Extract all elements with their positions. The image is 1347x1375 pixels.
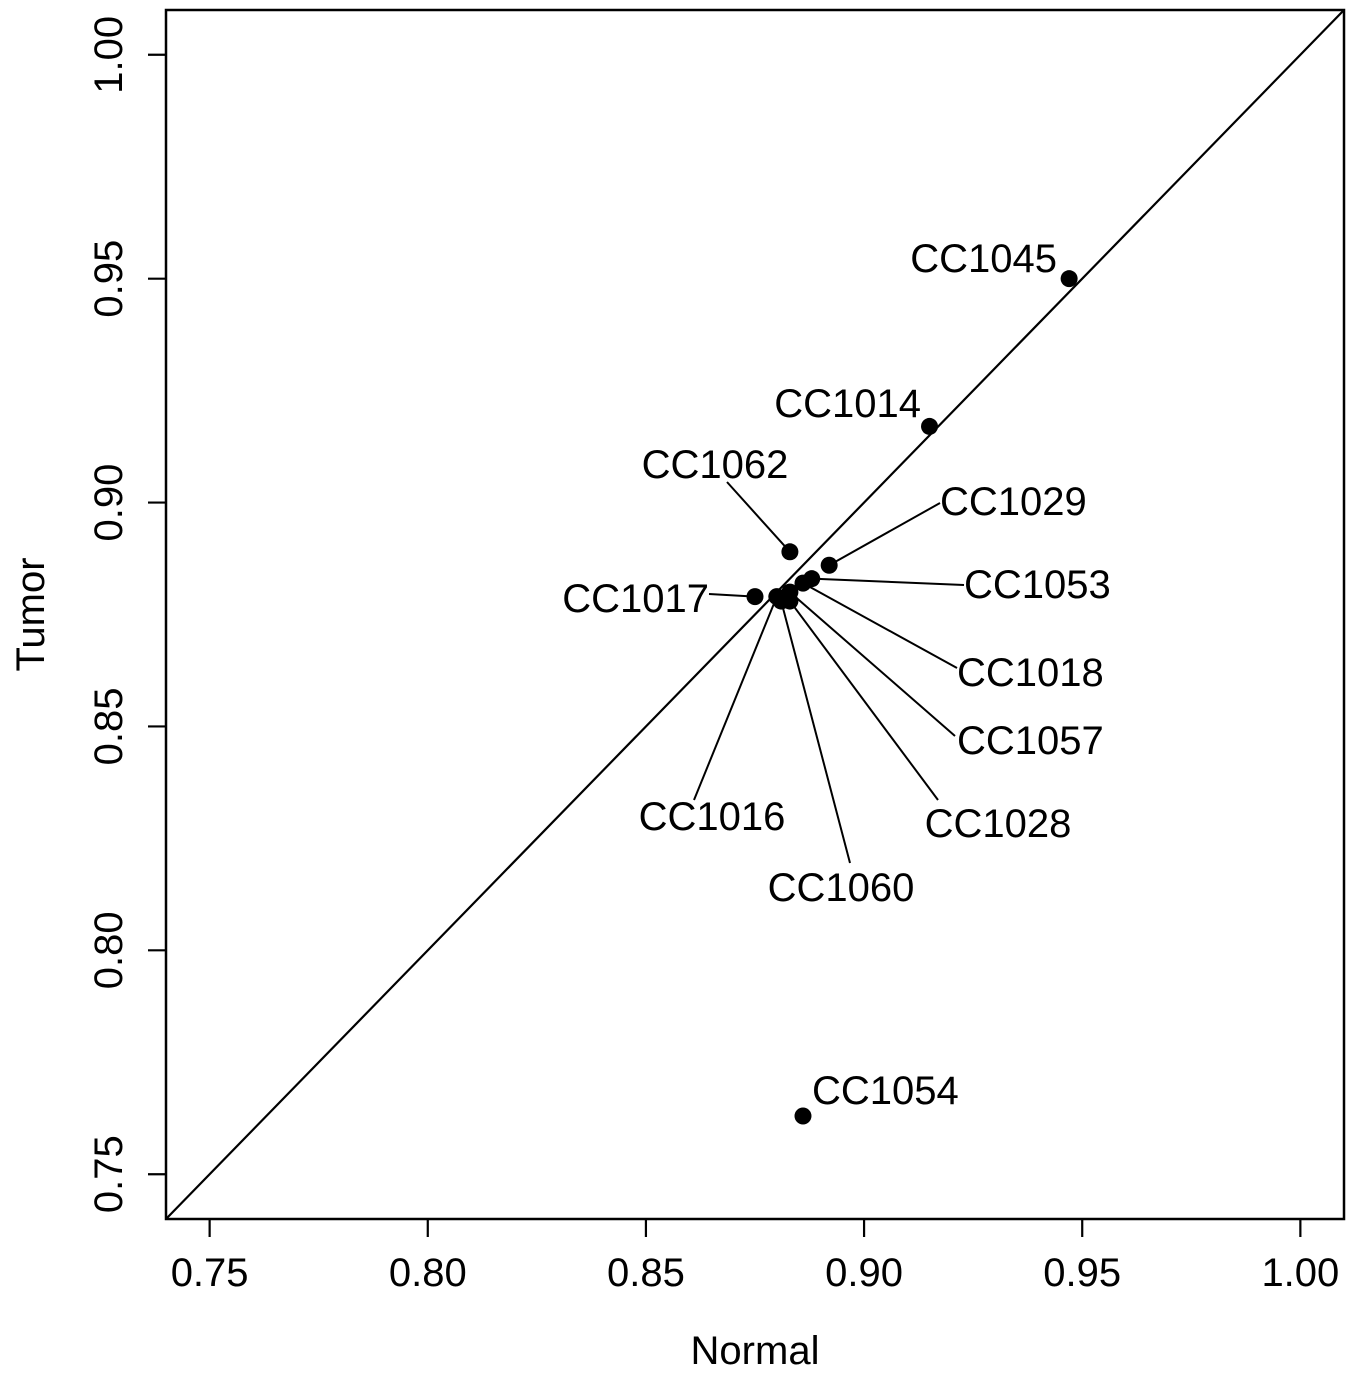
data-point [746,588,764,606]
data-points [746,270,1078,1125]
x-axis-title: Normal [691,1329,820,1370]
point-label: CC1060 [768,866,915,910]
point-label: CC1014 [774,382,921,426]
data-point [794,1107,812,1125]
y-tick-label: 0.80 [87,911,131,989]
y-axis-title: Tumor [9,557,53,671]
x-tick-label: 0.80 [389,1251,467,1295]
plot-area [164,8,1346,1221]
y-tick-label: 0.90 [87,464,131,542]
point-label: CC1057 [957,719,1104,763]
data-point [772,592,790,610]
y-axis: 0.75 0.80 0.85 0.90 0.95 1.00 [87,16,166,1213]
leader-line [789,591,956,737]
identity-line [165,9,1345,1220]
point-label: CC1028 [925,802,1072,846]
x-tick-label: 0.85 [607,1251,685,1295]
y-tick-label: 0.75 [87,1135,131,1213]
data-point [794,574,812,592]
x-tick-label: 0.95 [1043,1251,1121,1295]
point-labels: CC1045 CC1014 CC1062 CC1029 CC1053 CC1018 CC10… [562,237,1111,1113]
point-label: CC1062 [642,443,789,487]
point-label: CC1029 [940,480,1087,524]
x-tick-label: 1.00 [1261,1251,1339,1295]
point-label: CC1018 [957,651,1104,695]
leader-line [693,596,778,801]
data-point [820,556,838,574]
leader-line [789,600,939,801]
leader-line [811,577,965,586]
y-tick-label: 0.85 [87,688,131,766]
data-point [781,543,799,561]
y-tick-label: 1.00 [87,16,131,94]
leader-line [828,502,941,567]
leader-line [726,481,791,553]
leader-line [780,600,851,864]
data-point [1060,270,1078,288]
data-point [921,417,939,435]
x-axis: 0.75 0.80 0.85 0.90 0.95 1.00 [171,1219,1339,1295]
point-label: CC1045 [910,237,1057,281]
point-label: CC1054 [812,1069,959,1113]
leader-line [802,582,958,669]
point-label: CC1017 [562,577,709,621]
plot-frame [164,8,1346,1221]
x-tick-label: 0.75 [171,1251,249,1295]
x-tick-label: 0.90 [825,1251,903,1295]
y-tick-label: 0.95 [87,240,131,318]
point-label: CC1016 [639,795,786,839]
point-label: CC1053 [964,563,1111,607]
